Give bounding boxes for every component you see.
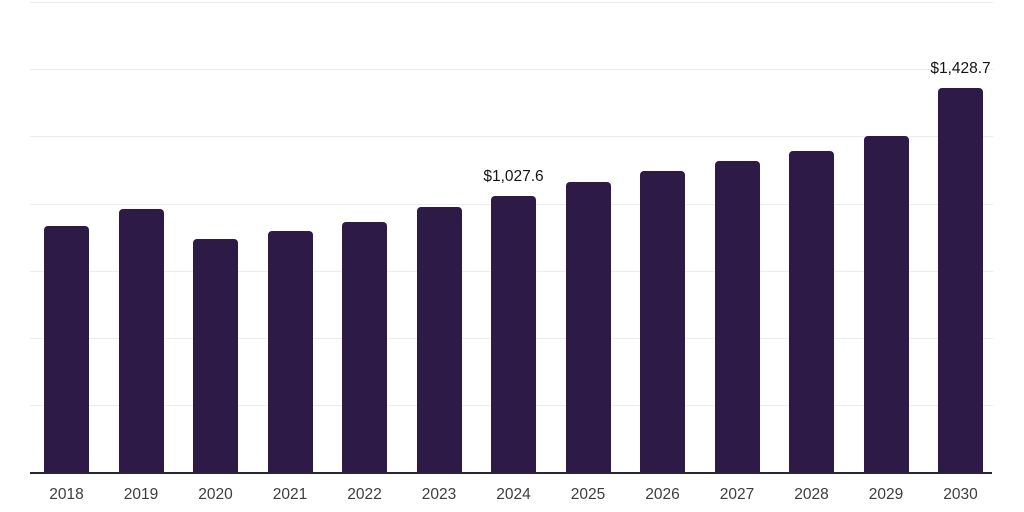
gridline xyxy=(30,136,993,138)
bar-2030 xyxy=(938,88,983,473)
x-axis-label-2020: 2020 xyxy=(198,486,233,503)
gridline xyxy=(30,69,993,71)
x-axis-label-2019: 2019 xyxy=(123,486,159,503)
x-axis-label-2027: 2027 xyxy=(719,486,755,503)
x-axis-label-2025: 2025 xyxy=(570,486,606,503)
x-axis-label-2028: 2028 xyxy=(794,486,829,503)
data-label-2024: $1,027.6 xyxy=(483,168,544,186)
bar-2020 xyxy=(193,239,238,473)
bar-2024 xyxy=(491,196,536,473)
x-axis-label-2021: 2021 xyxy=(272,486,308,503)
x-axis-line xyxy=(30,471,992,474)
x-axis-label-2023: 2023 xyxy=(421,486,457,503)
x-axis-label-2029: 2029 xyxy=(868,486,904,503)
bar-2022 xyxy=(342,221,387,473)
gridline xyxy=(30,2,993,3)
x-axis-label-2024: 2024 xyxy=(496,486,531,503)
bar-2026 xyxy=(640,171,685,473)
bar-2027 xyxy=(714,161,760,473)
bar-2021 xyxy=(267,231,313,473)
x-axis-label-2018: 2018 xyxy=(49,486,84,503)
bar-2028 xyxy=(789,151,834,473)
x-axis-label-2026: 2026 xyxy=(645,486,680,503)
data-label-2030: $1,428.7 xyxy=(930,60,991,78)
bar-2018 xyxy=(44,226,89,473)
bar-2023 xyxy=(416,206,462,473)
x-axis-label-2022: 2022 xyxy=(347,486,382,503)
bar-2029 xyxy=(863,135,909,473)
x-axis-label-2030: 2030 xyxy=(943,486,978,503)
bar-2019 xyxy=(118,209,164,473)
bar-2025 xyxy=(565,182,611,473)
